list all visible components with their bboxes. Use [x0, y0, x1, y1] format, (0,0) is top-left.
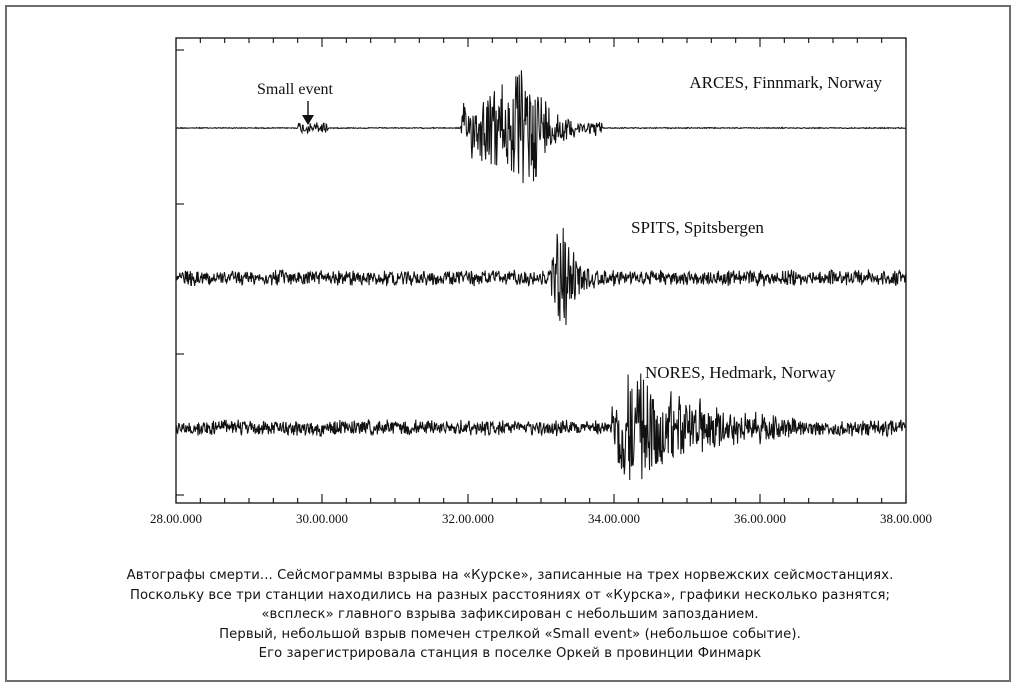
x-tick-label: 38.00.000 [880, 511, 932, 526]
figure-caption: Автографы смерти... Сейсмограммы взрыва … [8, 566, 1012, 664]
seismogram-chart: ARCES, Finnmark, Norway SPITS, Spitsberg… [150, 37, 932, 526]
station-label-nores: NORES, Hedmark, Norway [645, 363, 836, 382]
caption-line: Его зарегистрировала станция в поселке О… [258, 646, 762, 662]
plot-axes [175, 37, 907, 504]
caption-line: Автографы смерти... Сейсмограммы взрыва … [126, 568, 894, 583]
seismogram-traces [175, 70, 907, 481]
caption-line: Первый, небольшой взрыв помечен стрелкой… [219, 626, 801, 642]
chart-labels: ARCES, Finnmark, Norway SPITS, Spitsberg… [257, 73, 882, 382]
seismogram-trace-2 [175, 227, 907, 326]
seismogram-trace-1 [175, 70, 906, 184]
caption-line: «всплеск» главного взрыва зафиксирован с… [261, 607, 759, 623]
x-tick-label: 30.00.000 [296, 511, 348, 526]
small-event-annotation: Small event [257, 81, 334, 98]
station-label-arces: ARCES, Finnmark, Norway [689, 73, 882, 92]
x-tick-label: 28.00.000 [150, 511, 202, 526]
x-tick-label: 36.00.000 [734, 511, 786, 526]
x-tick-labels: 28.00.000 30.00.000 32.00.000 34.00.000 … [150, 511, 932, 526]
x-tick-label: 34.00.000 [588, 511, 640, 526]
caption-line: Поскольку все три станции находились на … [129, 587, 891, 603]
station-label-spits: SPITS, Spitsbergen [631, 218, 764, 237]
small-event-arrow-icon [302, 101, 314, 125]
x-tick-label: 32.00.000 [442, 511, 494, 526]
seismogram-trace-3 [175, 373, 907, 481]
